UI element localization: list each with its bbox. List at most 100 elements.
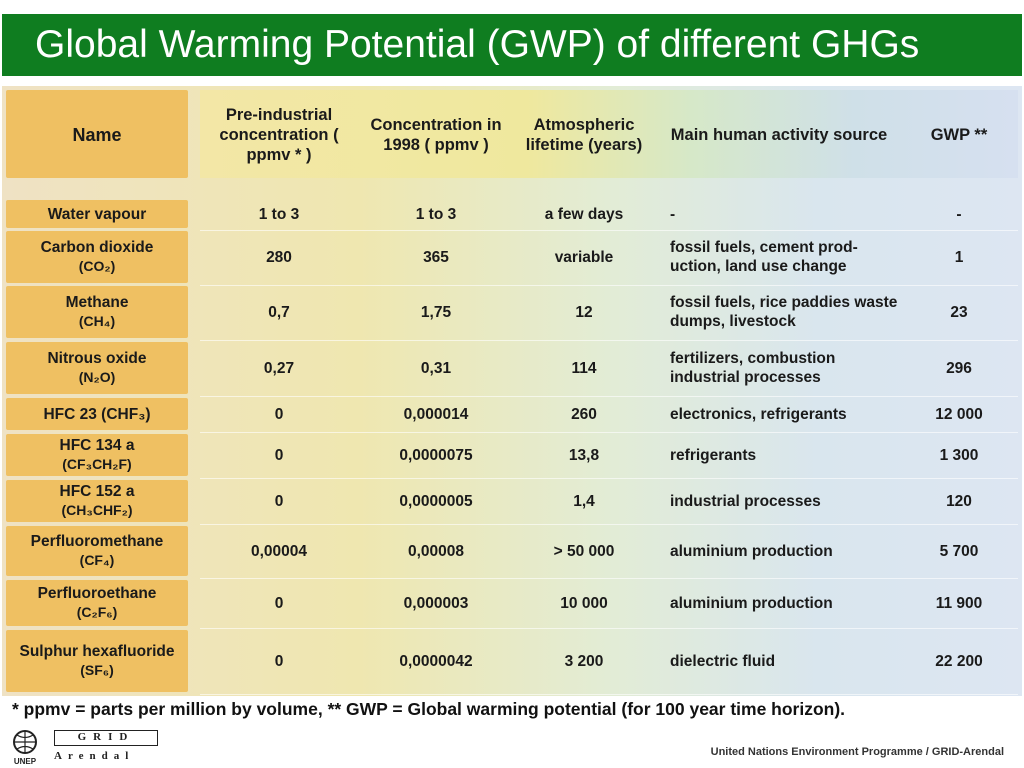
cell-concentration-1998: 1 to 3 bbox=[415, 205, 457, 223]
cell-source: refrigerants bbox=[670, 446, 757, 464]
cell-source: fossil fuels, cement prod-uction, land u… bbox=[670, 239, 858, 275]
name-cell-bg bbox=[6, 286, 188, 338]
gas-formula: (CH₄) bbox=[78, 313, 116, 329]
cell-lifetime: 260 bbox=[571, 405, 597, 423]
row-divider bbox=[200, 478, 1018, 479]
name-header-bg bbox=[6, 90, 188, 178]
row-divider bbox=[200, 396, 1018, 397]
footer-credit: United Nations Environment Programme / G… bbox=[710, 746, 1004, 758]
gas-formula: (N₂O) bbox=[78, 369, 116, 385]
gas-name: Perfluoromethane bbox=[30, 533, 164, 550]
cell-preindustrial: 0 bbox=[274, 652, 284, 670]
cell-preindustrial: 0,27 bbox=[263, 359, 295, 377]
name-cell-bg bbox=[6, 630, 188, 692]
cell-name: Nitrous oxide (N₂O) bbox=[6, 342, 188, 394]
row-divider bbox=[200, 230, 1018, 231]
cell-preindustrial: 0 bbox=[274, 446, 284, 464]
gas-formula: (CH₃CHF₂) bbox=[61, 502, 133, 518]
row-divider bbox=[200, 694, 1018, 695]
gas-formula: (SF₆) bbox=[80, 662, 114, 678]
cell-name: HFC 23 (CHF₃) bbox=[6, 398, 188, 430]
cell-lifetime: 3 200 bbox=[564, 652, 604, 670]
name-cell-bg bbox=[6, 398, 188, 430]
unep-label: UNEP bbox=[14, 757, 37, 766]
name-cell-bg bbox=[6, 434, 188, 476]
row-divider bbox=[200, 628, 1018, 629]
cell-name: Methane (CH₄) bbox=[6, 286, 188, 338]
cell-source: industrial processes bbox=[670, 492, 821, 510]
cell-gwp: 12 000 bbox=[935, 405, 983, 423]
cell-source: aluminium production bbox=[670, 594, 833, 612]
cell-lifetime: 10 000 bbox=[560, 594, 608, 612]
cell-name: Perfluoromethane (CF₄) bbox=[6, 526, 188, 576]
cell-source: electronics, refrigerants bbox=[670, 405, 847, 423]
cell-gwp: 5 700 bbox=[939, 542, 979, 560]
name-cell-bg bbox=[6, 342, 188, 394]
cell-name: HFC 152 a (CH₃CHF₂) bbox=[6, 480, 188, 522]
gas-name: HFC 23 (CHF₃) bbox=[43, 405, 151, 423]
gas-formula: (CF₄) bbox=[79, 552, 115, 568]
cell-lifetime: 13,8 bbox=[568, 446, 600, 464]
cell-lifetime: variable bbox=[554, 248, 614, 266]
gas-name: Sulphur hexafluoride bbox=[19, 643, 175, 660]
column-header-gwp: GWP ** bbox=[930, 126, 988, 144]
gas-name: Methane bbox=[65, 294, 129, 311]
cell-gwp: 120 bbox=[946, 492, 972, 510]
gas-name: HFC 152 a bbox=[59, 483, 135, 500]
cell-preindustrial: 0,7 bbox=[268, 303, 290, 321]
gas-name: Carbon dioxide bbox=[40, 239, 154, 256]
arendal-label: Arendal bbox=[54, 750, 135, 762]
cell-concentration-1998: 0,0000005 bbox=[399, 492, 473, 510]
gas-name: HFC 134 a bbox=[59, 437, 135, 454]
cell-gwp: 11 900 bbox=[935, 594, 983, 612]
column-header-concentration-1998: Concentration in 1998 ( ppmv ) bbox=[370, 116, 502, 154]
cell-name: Perfluoroethane (C₂F₆) bbox=[6, 580, 188, 626]
cell-lifetime: 1,4 bbox=[573, 492, 595, 510]
column-header-lifetime: Atmospheric lifetime (years) bbox=[525, 116, 643, 154]
name-cell-bg bbox=[6, 231, 188, 283]
gas-name: Water vapour bbox=[47, 205, 147, 223]
gas-formula: (CO₂) bbox=[78, 258, 116, 274]
cell-gwp: 1 bbox=[954, 248, 964, 266]
row-divider bbox=[200, 578, 1018, 579]
cell-source: dielectric fluid bbox=[670, 652, 776, 670]
gas-formula: (CF₃CH₂F) bbox=[62, 456, 132, 472]
cell-gwp: 296 bbox=[946, 359, 972, 377]
cell-lifetime: a few days bbox=[544, 205, 624, 223]
cell-concentration-1998: 0,000003 bbox=[403, 594, 469, 612]
cell-concentration-1998: 0,0000042 bbox=[399, 652, 473, 670]
cell-concentration-1998: 0,31 bbox=[420, 359, 452, 377]
unep-logo: UNEP bbox=[4, 728, 46, 766]
header-band bbox=[200, 90, 1018, 178]
cell-source: fertilizers, combustion industrial proce… bbox=[670, 350, 836, 386]
row-divider bbox=[200, 524, 1018, 525]
cell-preindustrial: 280 bbox=[266, 248, 292, 266]
name-cell-bg bbox=[6, 480, 188, 522]
cell-preindustrial: 0 bbox=[274, 492, 284, 510]
name-cell-bg bbox=[6, 200, 188, 228]
cell-concentration-1998: 0,0000075 bbox=[399, 446, 473, 464]
name-cell-bg bbox=[6, 580, 188, 626]
cell-name: Sulphur hexafluoride (SF₆) bbox=[6, 630, 188, 692]
grid-arendal-logo: GRID Arendal bbox=[54, 730, 158, 764]
gas-formula: (C₂F₆) bbox=[76, 604, 118, 620]
cell-concentration-1998: 0,000014 bbox=[403, 405, 469, 423]
gas-name: Perfluoroethane bbox=[37, 585, 157, 602]
cell-source: fossil fuels, rice paddies waste dumps, … bbox=[670, 294, 898, 330]
ghg-table: Name Pre-industrial concentration ( ppmv… bbox=[2, 86, 1022, 696]
column-header-name: Name bbox=[72, 125, 122, 145]
cell-source: aluminium production bbox=[670, 542, 833, 560]
cell-concentration-1998: 0,00008 bbox=[407, 542, 465, 560]
row-divider bbox=[200, 432, 1018, 433]
cell-name: Carbon dioxide (CO₂) bbox=[6, 231, 188, 283]
cell-concentration-1998: 365 bbox=[423, 248, 449, 266]
cell-gwp: 22 200 bbox=[935, 652, 983, 670]
row-divider bbox=[200, 285, 1018, 286]
cell-gwp: - bbox=[956, 205, 962, 223]
cell-preindustrial: 0,00004 bbox=[250, 542, 308, 560]
row-divider bbox=[200, 340, 1018, 341]
cell-lifetime: 114 bbox=[571, 359, 597, 377]
cell-preindustrial: 0 bbox=[274, 594, 284, 612]
cell-name: HFC 134 a (CF₃CH₂F) bbox=[6, 434, 188, 476]
cell-gwp: 1 300 bbox=[939, 446, 979, 464]
